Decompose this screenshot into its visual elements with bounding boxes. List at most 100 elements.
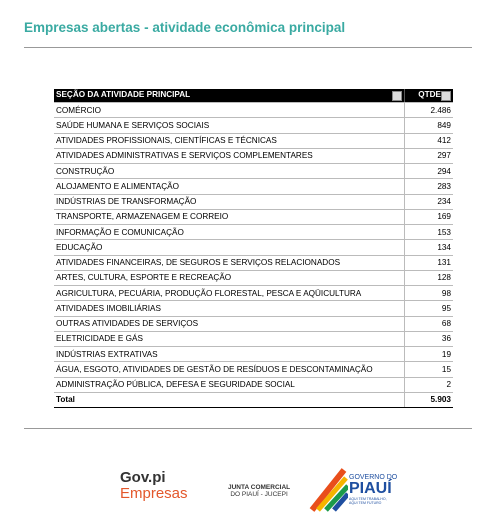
activity: AGRICULTURA, PECUÁRIA, PRODUÇÃO FLORESTA… bbox=[54, 285, 405, 302]
cell-text: INFORMAÇÃO E COMUNICAÇÃO bbox=[56, 227, 184, 237]
column-header: SEÇÃO DA ATIVIDADE PRINCIPAL bbox=[54, 89, 405, 103]
cell-text: 234 bbox=[437, 197, 451, 207]
quantity: 2.486 bbox=[404, 102, 453, 119]
quantity: 283 bbox=[404, 178, 453, 195]
header-row: SEÇÃO DA ATIVIDADE PRINCIPAL QTDE bbox=[54, 89, 453, 103]
table-row: ATIVIDADES ADMINISTRATIVAS E SERVIÇOS CO… bbox=[54, 148, 453, 165]
table-row: CONSTRUÇÃO 294 bbox=[54, 163, 453, 180]
activity: ATIVIDADES PROFISSIONAIS, CIENTÍFICAS E … bbox=[54, 133, 405, 149]
stripe bbox=[316, 476, 348, 512]
quantity: 153 bbox=[404, 224, 453, 241]
activity: ATIVIDADES IMOBILIÁRIAS bbox=[54, 300, 405, 317]
quantity: 134 bbox=[404, 239, 453, 256]
activity: EDUCAÇÃO bbox=[54, 239, 405, 256]
cell-text: SAÚDE HUMANA E SERVIÇOS SOCIAIS bbox=[56, 120, 210, 130]
quantity: 131 bbox=[404, 255, 453, 271]
divider bbox=[24, 428, 472, 429]
cell-text: COMÉRCIO bbox=[56, 105, 102, 115]
cell-text: ADMINISTRAÇÃO PÚBLICA, DEFESA E SEGURIDA… bbox=[56, 380, 295, 390]
quantity: 412 bbox=[404, 133, 453, 149]
table-row: ARTES, CULTURA, ESPORTE E RECREAÇÃO 128 bbox=[54, 270, 453, 287]
cell-text: EDUCAÇÃO bbox=[56, 242, 103, 252]
cell-text: 19 bbox=[441, 349, 451, 359]
quantity: 36 bbox=[404, 331, 453, 348]
cell-text: 2 bbox=[446, 380, 451, 390]
activity: ATIVIDADES ADMINISTRATIVAS E SERVIÇOS CO… bbox=[54, 148, 405, 165]
cell-text: ATIVIDADES ADMINISTRATIVAS E SERVIÇOS CO… bbox=[56, 151, 313, 161]
cell-text: 297 bbox=[437, 151, 451, 161]
table-row: ALOJAMENTO E ALIMENTAÇÃO 283 bbox=[54, 178, 453, 195]
quantity: 95 bbox=[404, 300, 453, 317]
activity: COMÉRCIO bbox=[54, 102, 405, 119]
cell-text: INDÚSTRIAS DE TRANSFORMAÇÃO bbox=[56, 197, 197, 207]
stripe bbox=[309, 468, 347, 512]
quantity: 128 bbox=[404, 270, 453, 287]
logo-text: DO PIAUÍ - JUCEPI bbox=[230, 491, 288, 498]
quantity: 849 bbox=[404, 117, 453, 134]
activity-table: SEÇÃO DA ATIVIDADE PRINCIPAL QTDE COMÉRCI… bbox=[54, 89, 453, 409]
cell-text: ARTES, CULTURA, ESPORTE E RECREAÇÃO bbox=[56, 273, 232, 283]
governo-logo: GOVERNO DO PIAUÍ AQUI TEM TRABALHO, AQUI… bbox=[349, 474, 397, 505]
cell-text: AGRICULTURA, PECUÁRIA, PRODUÇÃO FLORESTA… bbox=[56, 288, 362, 298]
cell-text: 412 bbox=[437, 136, 451, 146]
jucepi-logo: JUNTA COMERCIAL DO PIAUÍ - JUCEPI bbox=[228, 484, 290, 498]
cell-text: QTDE bbox=[418, 90, 441, 99]
activity: OUTRAS ATIVIDADES DE SERVIÇOS bbox=[54, 316, 405, 332]
cell-text: 283 bbox=[437, 181, 451, 191]
logo-text: Empresas bbox=[120, 485, 188, 502]
cell-text: ÁGUA, ESGOTO, ATIVIDADES DE GESTÃO DE RE… bbox=[56, 364, 373, 374]
cell-text: 128 bbox=[437, 273, 451, 283]
activity: INDÚSTRIAS EXTRATIVAS bbox=[54, 346, 405, 363]
table-row: ELETRICIDADE E GÁS 36 bbox=[54, 331, 453, 348]
title: Empresas abertas - atividade econômica p… bbox=[24, 20, 346, 35]
logo-text: JUNTA COMERCIAL bbox=[228, 484, 291, 491]
total-row: Total 5.903 bbox=[54, 391, 453, 409]
cell-text: 2.486 bbox=[430, 105, 452, 115]
cell-text: ATIVIDADES PROFISSIONAIS, CIENTÍFICAS E … bbox=[56, 136, 277, 146]
table-row: TRANSPORTE, ARMAZENAGEM E CORREIO 169 bbox=[54, 209, 453, 226]
cell-text: TRANSPORTE, ARMAZENAGEM E CORREIO bbox=[56, 212, 229, 222]
cell-text: 153 bbox=[437, 227, 451, 237]
cell-text: INDÚSTRIAS EXTRATIVAS bbox=[56, 349, 158, 359]
logo-text: Gov.pi bbox=[120, 469, 166, 486]
govpi-logo: Gov.pi Empresas bbox=[120, 470, 188, 502]
cell-text: CONSTRUÇÃO bbox=[56, 166, 115, 176]
table-row: ATIVIDADES PROFISSIONAIS, CIENTÍFICAS E … bbox=[54, 133, 453, 149]
activity: ADMINISTRAÇÃO PÚBLICA, DEFESA E SEGURIDA… bbox=[54, 377, 405, 393]
column-header: QTDE bbox=[404, 89, 453, 103]
table-body: COMÉRCIO 2.486 SAÚDE HUMANA E SERVIÇOS SOC… bbox=[54, 102, 453, 409]
activity: ATIVIDADES FINANCEIRAS, DE SEGUROS E SER… bbox=[54, 255, 405, 271]
table-row: COMÉRCIO 2.486 bbox=[54, 102, 453, 119]
quantity: 2 bbox=[404, 377, 453, 393]
filter-button bbox=[441, 91, 451, 101]
activity: INFORMAÇÃO E COMUNICAÇÃO bbox=[54, 224, 405, 241]
quantity: 294 bbox=[404, 163, 453, 180]
cell-text: 15 bbox=[441, 364, 451, 374]
cell-text: 134 bbox=[437, 242, 451, 252]
logo-text: GOVERNO DO bbox=[349, 474, 398, 481]
activity: ÁGUA, ESGOTO, ATIVIDADES DE GESTÃO DE RE… bbox=[54, 361, 405, 378]
activity: CONSTRUÇÃO bbox=[54, 163, 405, 180]
cell-text: 849 bbox=[437, 120, 451, 130]
stripe bbox=[324, 484, 348, 512]
filter-button bbox=[392, 91, 402, 101]
activity: INDÚSTRIAS DE TRANSFORMAÇÃO bbox=[54, 194, 405, 210]
table-row: OUTRAS ATIVIDADES DE SERVIÇOS 68 bbox=[54, 316, 453, 332]
table-row: ATIVIDADES FINANCEIRAS, DE SEGUROS E SER… bbox=[54, 255, 453, 271]
table-row: AGRICULTURA, PECUÁRIA, PRODUÇÃO FLORESTA… bbox=[54, 285, 453, 302]
divider bbox=[24, 47, 472, 48]
logo-text: PIAUÍ bbox=[349, 480, 392, 497]
activity: ALOJAMENTO E ALIMENTAÇÃO bbox=[54, 178, 405, 195]
table-row: SAÚDE HUMANA E SERVIÇOS SOCIAIS 849 bbox=[54, 117, 453, 134]
table-row: ADMINISTRAÇÃO PÚBLICA, DEFESA E SEGURIDA… bbox=[54, 377, 453, 393]
total-label: Total bbox=[54, 391, 405, 409]
table-row: INDÚSTRIAS DE TRANSFORMAÇÃO 234 bbox=[54, 194, 453, 210]
quantity: 169 bbox=[404, 209, 453, 226]
cell-text: 5.903 bbox=[430, 395, 452, 405]
cell-text: ATIVIDADES IMOBILIÁRIAS bbox=[56, 303, 161, 313]
piaui-emblem bbox=[309, 468, 348, 512]
cell-text: ATIVIDADES FINANCEIRAS, DE SEGUROS E SER… bbox=[56, 258, 341, 268]
activity: ARTES, CULTURA, ESPORTE E RECREAÇÃO bbox=[54, 270, 405, 287]
cell-text: ELETRICIDADE E GÁS bbox=[56, 334, 143, 344]
